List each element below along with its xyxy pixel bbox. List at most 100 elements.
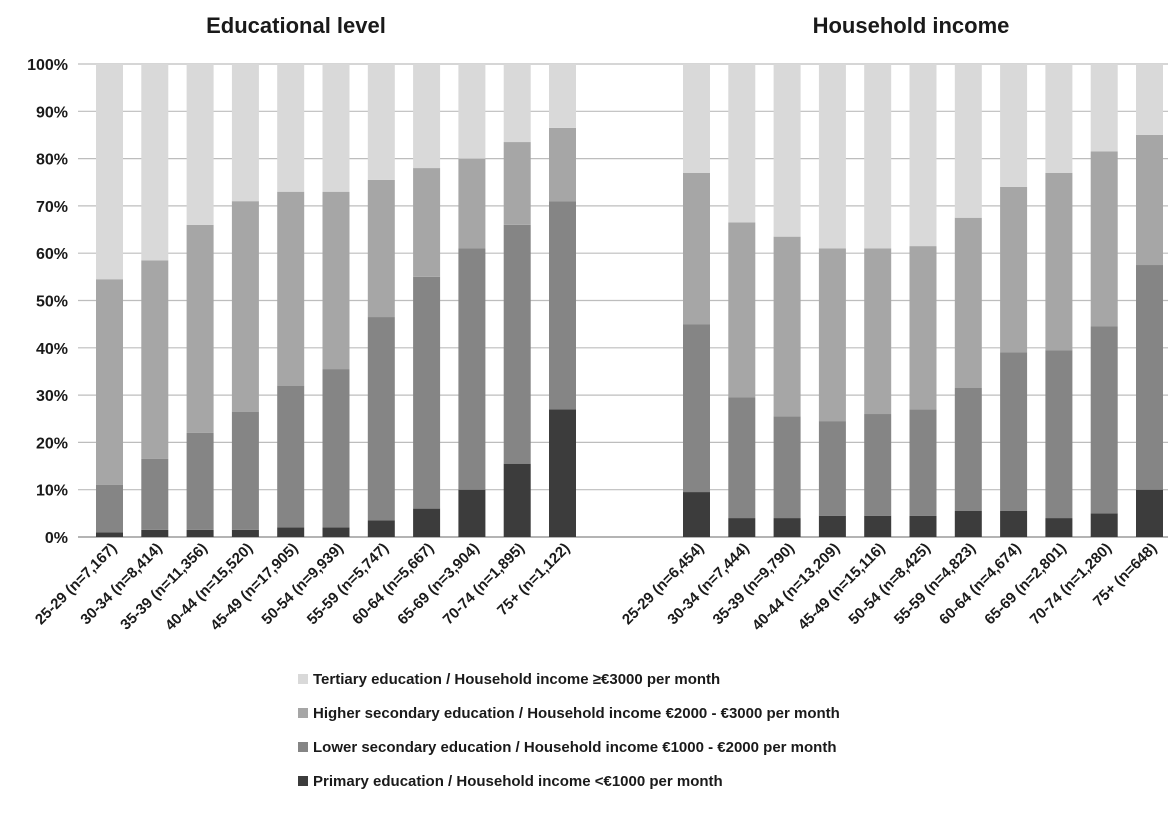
bar-segment-3 [549,127,576,202]
legend-label: Higher secondary education / Household i… [313,704,840,722]
bar-segment-2 [818,421,846,516]
bar-segment-4 [909,64,937,247]
bar-segment-2 [141,458,169,530]
y-tick-label: 30% [36,388,68,405]
y-axis-ticks: 0% 10% 20% 30% 40% 50% 60% 70% 80% 90% 100% [27,57,68,547]
x-axis-category-labels: 25-29 (n=7,167)30-34 (n=8,414)35-39 (n=1… [32,540,1160,634]
bar-segment-2 [773,416,801,519]
bar-segment-1 [458,489,486,537]
bar-segment-2 [231,411,259,530]
bar-segment-1 [141,529,169,537]
panel-titles: Educational level Household income [206,13,1009,38]
bar-segment-1 [503,463,531,537]
bar-segment-4 [954,64,982,218]
bar-segment-3 [773,236,801,417]
y-tick-label: 100% [27,57,68,74]
bar-segment-4 [549,64,576,128]
bar-segment-1 [683,492,710,537]
legend-swatch [298,674,308,684]
bar-segment-4 [141,64,169,261]
bar-segment-1 [549,409,576,537]
bar-segment-2 [683,324,710,493]
bar-segment-4 [413,64,441,169]
bar-segment-2 [277,385,305,528]
bars [96,64,1163,537]
bar-segment-1 [773,518,801,537]
bar-segment-4 [864,64,892,249]
y-tick-label: 40% [36,341,68,358]
bar-segment-4 [96,64,123,280]
y-tick-label: 70% [36,199,68,216]
category-label: 70-74 (n=1,280) [1027,540,1115,628]
bar-segment-1 [413,508,441,537]
legend-swatch [298,776,308,786]
bar-segment-3 [322,191,350,370]
bar-segment-2 [1000,352,1028,511]
bar-segment-3 [96,279,123,485]
bar-segment-1 [909,515,937,537]
bar-segment-3 [864,248,892,415]
legend-item-lower-secondary: Lower secondary education / Household in… [298,730,840,764]
bar-segment-2 [322,369,350,528]
bar-segment-4 [818,64,846,249]
bar-segment-1 [277,527,305,537]
bar-segment-2 [549,201,576,410]
category-label: 35-39 (n=9,790) [710,540,798,628]
bar-segment-3 [1045,172,1073,351]
legend-item-primary: Primary education / Household income <€1… [298,764,840,798]
bar-segment-3 [231,201,259,412]
bar-segment-3 [367,179,395,318]
bar-segment-1 [1045,518,1073,537]
y-tick-label: 0% [45,530,68,547]
bar-segment-3 [186,224,214,433]
legend-swatch [298,742,308,752]
category-label: 25-29 (n=6,454) [619,540,707,628]
category-label: 55-59 (n=5,747) [304,540,392,628]
bar-segment-4 [186,64,214,225]
legend: Tertiary education / Household income ≥€… [298,662,840,798]
bar-segment-3 [954,217,982,389]
gridlines [78,63,1168,538]
category-label: 30-34 (n=8,414) [77,540,165,628]
bar-segment-4 [367,64,395,180]
bar-segment-4 [503,64,531,143]
bar-segment-2 [728,397,756,519]
y-tick-label: 90% [36,104,68,121]
category-label: 50-54 (n=8,425) [845,540,933,628]
bar-segment-2 [367,317,395,521]
y-tick-label: 10% [36,483,68,500]
category-label: 60-64 (n=4,674) [936,540,1024,628]
category-label: 65-69 (n=2,801) [981,540,1069,628]
bar-segment-4 [277,64,305,192]
y-tick-label: 80% [36,152,68,169]
bar-segment-3 [413,168,441,277]
bar-segment-4 [773,64,801,237]
bar-segment-1 [231,529,259,537]
bar-segment-4 [322,64,350,192]
bar-segment-3 [458,158,486,249]
bar-segment-4 [231,64,259,202]
panel-title: Household income [813,13,1010,38]
bar-segment-1 [186,529,214,537]
bar-segment-2 [458,248,486,490]
bar-segment-2 [503,224,531,464]
y-tick-label: 50% [36,294,68,311]
bar-segment-1 [1000,510,1028,537]
bar-segment-1 [1090,513,1118,537]
bar-segment-2 [186,432,214,530]
bar-segment-4 [458,64,486,159]
bar-segment-4 [683,64,710,173]
bar-segment-2 [954,388,982,511]
bar-segment-3 [1090,151,1118,327]
bar-segment-1 [818,515,846,537]
bar-segment-3 [277,191,305,386]
legend-swatch [298,708,308,718]
bar-segment-1 [954,510,982,537]
bar-segment-2 [1045,350,1073,519]
bar-segment-3 [1136,134,1163,266]
bar-segment-2 [909,409,937,516]
bar-segment-2 [864,414,892,516]
bar-segment-3 [683,172,710,325]
bar-segment-3 [141,260,169,459]
